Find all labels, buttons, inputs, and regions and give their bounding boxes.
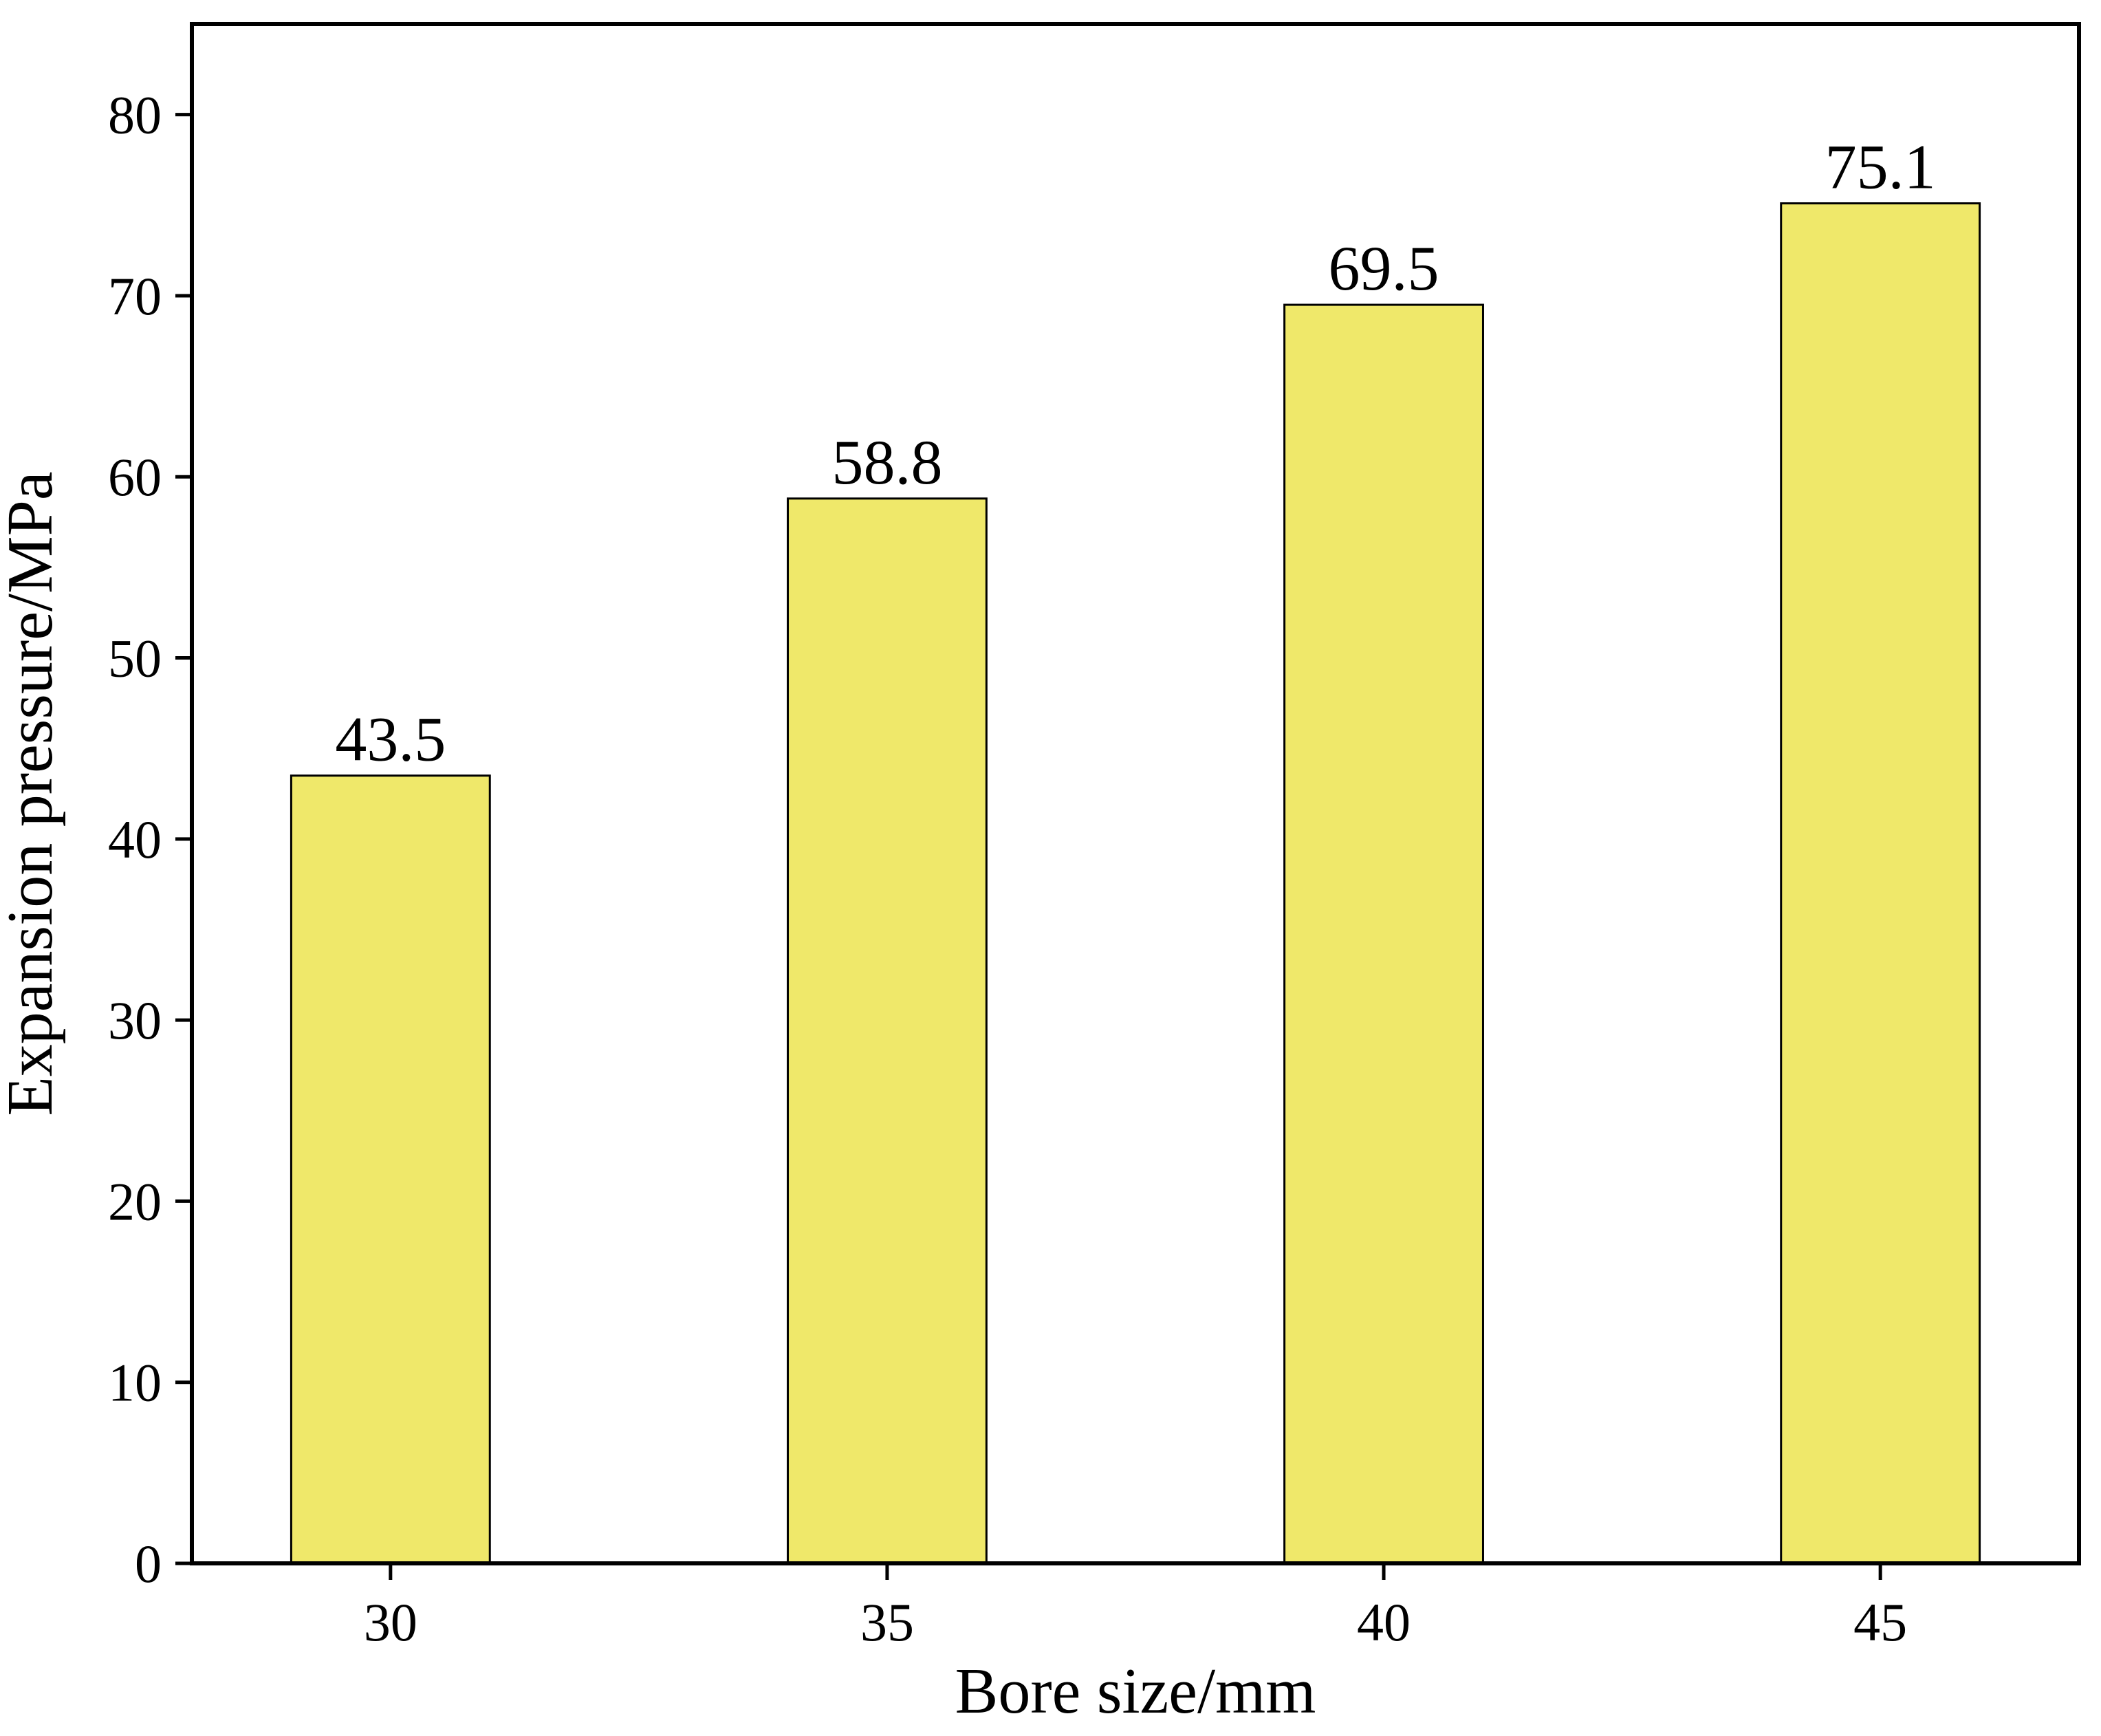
y-axis-title: Expansion pressure/MPa — [0, 471, 66, 1116]
y-tick-label: 20 — [108, 1171, 162, 1231]
value-label: 58.8 — [831, 427, 942, 497]
plot-frame — [190, 22, 2081, 1565]
y-tick-label: 30 — [108, 990, 162, 1050]
y-tick-label: 70 — [108, 266, 162, 326]
x-axis-title: Bore size/mm — [955, 1656, 1316, 1727]
y-tick-label: 60 — [108, 447, 162, 507]
value-label: 43.5 — [335, 704, 446, 774]
value-label: 75.1 — [1825, 132, 1936, 202]
bar — [290, 774, 491, 1565]
x-tick-label: 45 — [1853, 1592, 1907, 1652]
y-tick-label: 50 — [108, 629, 162, 688]
y-tick-label: 40 — [108, 810, 162, 869]
value-label: 69.5 — [1329, 233, 1439, 303]
bar — [1283, 303, 1484, 1565]
x-tick-label: 30 — [364, 1592, 417, 1652]
x-tick-label: 40 — [1357, 1592, 1411, 1652]
bar — [1780, 202, 1981, 1565]
y-tick-label: 0 — [135, 1534, 162, 1594]
x-tick-label: 35 — [860, 1592, 914, 1652]
y-tick-label: 80 — [108, 85, 162, 145]
y-tick-label: 10 — [108, 1353, 162, 1413]
bar — [787, 497, 988, 1565]
